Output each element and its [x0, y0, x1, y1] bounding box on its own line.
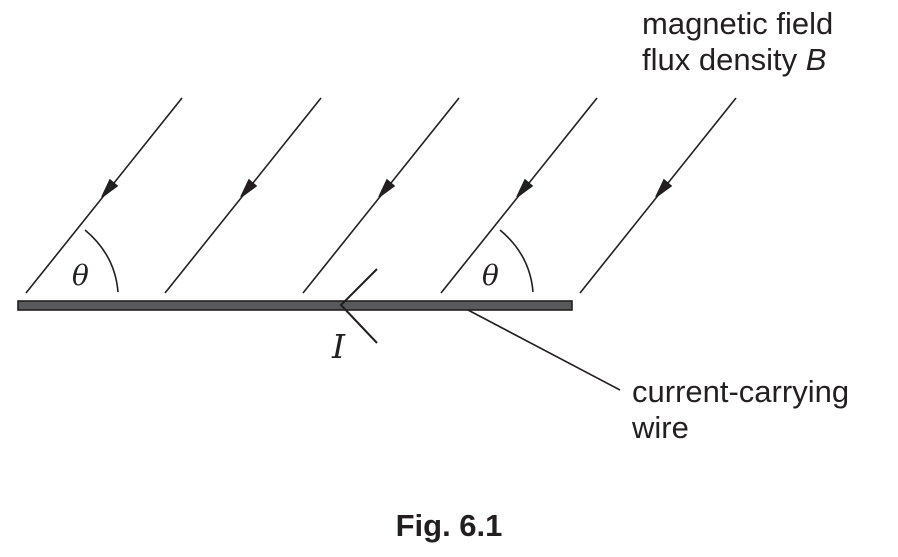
- current-label: I: [331, 327, 346, 366]
- field-arrow-3: [378, 178, 396, 198]
- field-label-line2: flux density B: [642, 42, 833, 78]
- field-line-4: [440, 97, 598, 294]
- wire: [17, 300, 573, 311]
- figure-caption: Fig. 6.1: [395, 508, 503, 543]
- field-lines: [25, 97, 737, 294]
- field-arrow-2: [240, 178, 258, 198]
- field-label: magnetic field flux density B: [642, 6, 833, 78]
- field-line-3: [302, 97, 460, 294]
- current-direction-arrow: [339, 268, 378, 344]
- angle-label-left: θ: [72, 259, 89, 292]
- field-arrow-5: [655, 178, 673, 198]
- wire-label-line1: current-carrying: [632, 374, 850, 409]
- wire-leader-line: [467, 309, 621, 391]
- wire-label-line2: wire: [632, 410, 689, 445]
- field-label-symbol: B: [805, 42, 827, 77]
- field-arrow-4: [516, 178, 534, 198]
- field-label-line1: magnetic field: [642, 6, 834, 41]
- wire-label: current-carrying wire: [632, 374, 849, 446]
- field-line-2: [164, 97, 322, 294]
- angle-label-right: θ: [482, 259, 499, 292]
- field-line-5: [579, 97, 737, 294]
- angle-arc-left: [84, 229, 119, 293]
- angle-arc-right: [499, 229, 534, 293]
- field-arrow-1: [101, 178, 119, 198]
- field-line-1: [25, 97, 183, 294]
- field-label-prefix: flux density: [642, 42, 806, 77]
